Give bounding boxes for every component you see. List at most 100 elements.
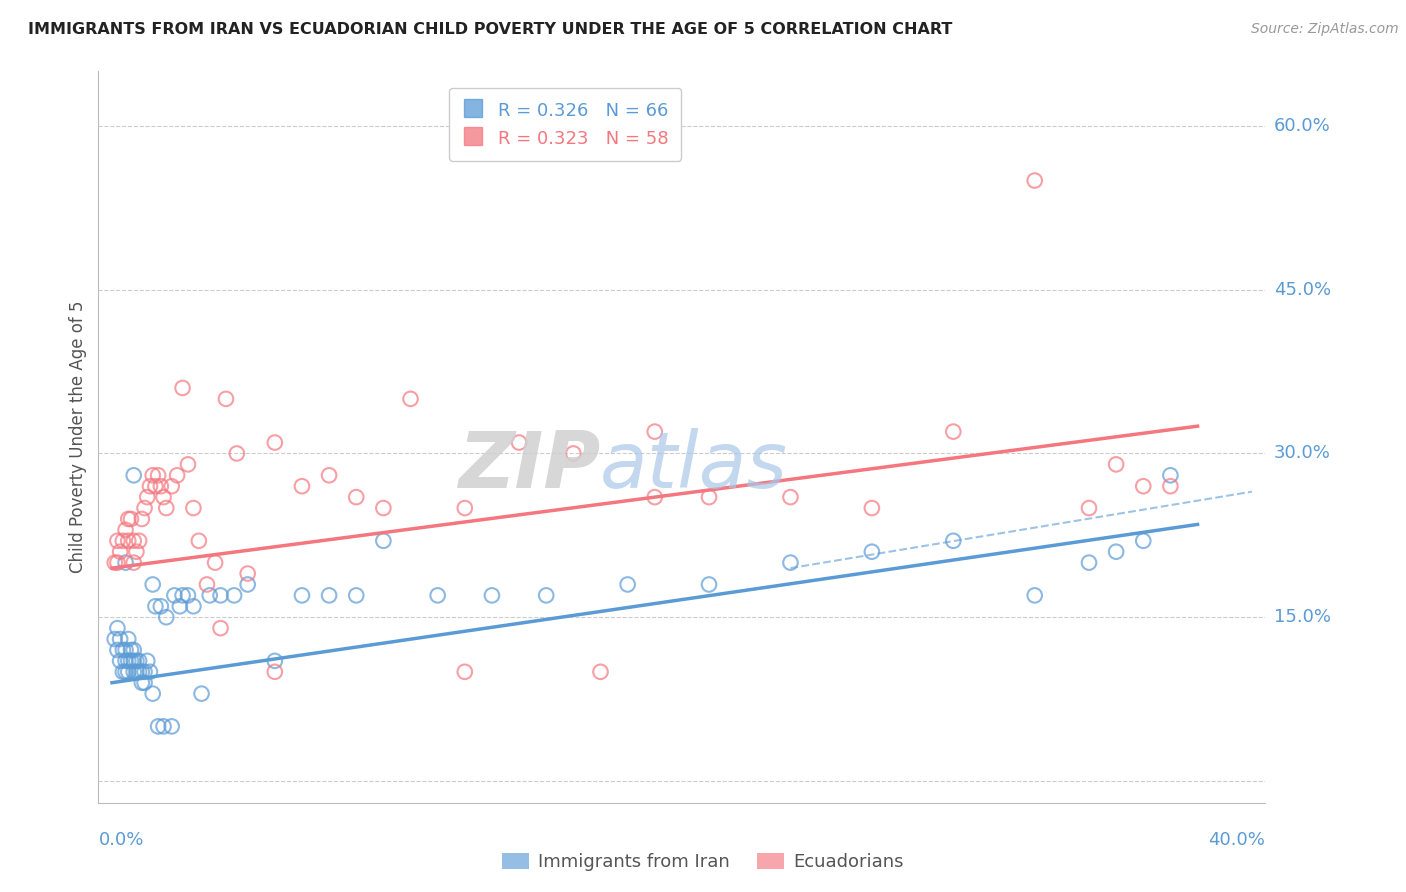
Point xyxy=(139,479,162,493)
Point xyxy=(108,654,131,668)
Point xyxy=(120,643,142,657)
Point xyxy=(122,533,145,548)
Point xyxy=(1024,173,1046,187)
Point xyxy=(149,479,172,493)
Point xyxy=(187,533,209,548)
Point xyxy=(160,479,183,493)
Point xyxy=(117,632,139,646)
Point xyxy=(125,545,148,559)
Point xyxy=(172,588,194,602)
Point xyxy=(263,665,285,679)
Point xyxy=(1105,458,1128,472)
Text: IMMIGRANTS FROM IRAN VS ECUADORIAN CHILD POVERTY UNDER THE AGE OF 5 CORRELATION : IMMIGRANTS FROM IRAN VS ECUADORIAN CHILD… xyxy=(28,22,952,37)
Point xyxy=(152,490,174,504)
Text: ZIP: ZIP xyxy=(458,428,600,504)
Text: 45.0%: 45.0% xyxy=(1274,281,1331,299)
Point xyxy=(145,599,167,614)
Point xyxy=(114,665,136,679)
Point xyxy=(155,501,177,516)
Point xyxy=(117,533,139,548)
Point xyxy=(128,533,150,548)
Point xyxy=(111,643,134,657)
Point xyxy=(120,512,142,526)
Point xyxy=(1105,545,1128,559)
Point xyxy=(942,425,965,439)
Point xyxy=(166,468,188,483)
Point xyxy=(1159,479,1181,493)
Point xyxy=(616,577,638,591)
Point xyxy=(373,501,395,516)
Point xyxy=(426,588,449,602)
Point xyxy=(779,490,801,504)
Point xyxy=(172,381,194,395)
Point xyxy=(155,610,177,624)
Point xyxy=(508,435,530,450)
Point xyxy=(195,577,218,591)
Text: 0.0%: 0.0% xyxy=(98,830,143,848)
Point xyxy=(131,512,153,526)
Point xyxy=(1078,556,1101,570)
Point xyxy=(534,588,557,602)
Point xyxy=(697,490,720,504)
Point xyxy=(169,599,191,614)
Point xyxy=(122,468,145,483)
Point xyxy=(104,632,127,646)
Point xyxy=(183,599,205,614)
Point xyxy=(111,665,134,679)
Point xyxy=(117,654,139,668)
Point xyxy=(318,588,340,602)
Point xyxy=(942,533,965,548)
Point xyxy=(128,665,150,679)
Point xyxy=(454,501,477,516)
Point xyxy=(291,588,314,602)
Point xyxy=(114,556,136,570)
Point xyxy=(697,577,720,591)
Text: Source: ZipAtlas.com: Source: ZipAtlas.com xyxy=(1251,22,1399,37)
Point xyxy=(149,599,172,614)
Point xyxy=(779,556,801,570)
Point xyxy=(209,588,232,602)
Point xyxy=(152,719,174,733)
Point xyxy=(224,588,246,602)
Point xyxy=(122,665,145,679)
Text: atlas: atlas xyxy=(600,428,789,504)
Point xyxy=(236,566,259,581)
Point xyxy=(114,523,136,537)
Point xyxy=(209,621,232,635)
Text: 15.0%: 15.0% xyxy=(1274,608,1330,626)
Point xyxy=(146,719,169,733)
Point xyxy=(136,654,159,668)
Point xyxy=(291,479,314,493)
Point xyxy=(125,654,148,668)
Point xyxy=(860,545,883,559)
Point xyxy=(215,392,238,406)
Point xyxy=(122,654,145,668)
Point xyxy=(108,632,131,646)
Point xyxy=(107,643,129,657)
Legend: Immigrants from Iran, Ecuadorians: Immigrants from Iran, Ecuadorians xyxy=(495,846,911,879)
Point xyxy=(177,588,200,602)
Point xyxy=(1132,533,1154,548)
Point xyxy=(344,588,367,602)
Point xyxy=(562,446,585,460)
Point xyxy=(104,556,127,570)
Point xyxy=(146,468,169,483)
Point xyxy=(136,490,159,504)
Point xyxy=(114,654,136,668)
Y-axis label: Child Poverty Under the Age of 5: Child Poverty Under the Age of 5 xyxy=(69,301,87,574)
Point xyxy=(589,665,612,679)
Legend: R = 0.326   N = 66, R = 0.323   N = 58: R = 0.326 N = 66, R = 0.323 N = 58 xyxy=(449,87,682,161)
Point xyxy=(263,435,285,450)
Point xyxy=(644,490,666,504)
Point xyxy=(225,446,247,460)
Point xyxy=(183,501,205,516)
Point xyxy=(373,533,395,548)
Point xyxy=(145,479,167,493)
Point xyxy=(111,533,134,548)
Point xyxy=(1078,501,1101,516)
Point xyxy=(142,468,165,483)
Point xyxy=(399,392,422,406)
Point xyxy=(1132,479,1154,493)
Point xyxy=(128,654,150,668)
Point xyxy=(204,556,226,570)
